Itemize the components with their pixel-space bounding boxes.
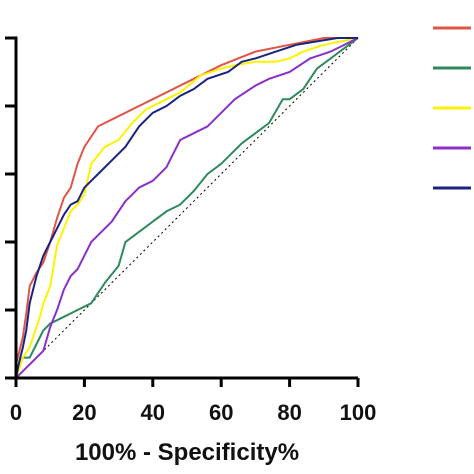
x-axis-ticks: 0 20 40 60 80 100 xyxy=(10,378,376,425)
series-line-2 xyxy=(15,37,359,379)
series-line-3 xyxy=(15,37,359,379)
x-tick-label: 40 xyxy=(141,400,165,425)
series-layer xyxy=(15,37,359,379)
x-tick-label: 20 xyxy=(72,400,96,425)
reference-line xyxy=(15,37,359,379)
x-tick-label: 60 xyxy=(209,400,233,425)
plot-area: 0 20 40 60 80 100 xyxy=(5,36,376,425)
y-axis-ticks xyxy=(5,36,16,380)
x-tick-label: 80 xyxy=(277,400,301,425)
series-line-5 xyxy=(15,37,358,379)
x-axis-title: 100% - Specificity% xyxy=(75,439,299,466)
legend xyxy=(433,26,471,190)
series-line-4 xyxy=(15,37,359,379)
x-tick-label: 100 xyxy=(340,400,377,425)
series-line-1 xyxy=(15,37,358,378)
x-tick-label: 0 xyxy=(10,400,22,425)
